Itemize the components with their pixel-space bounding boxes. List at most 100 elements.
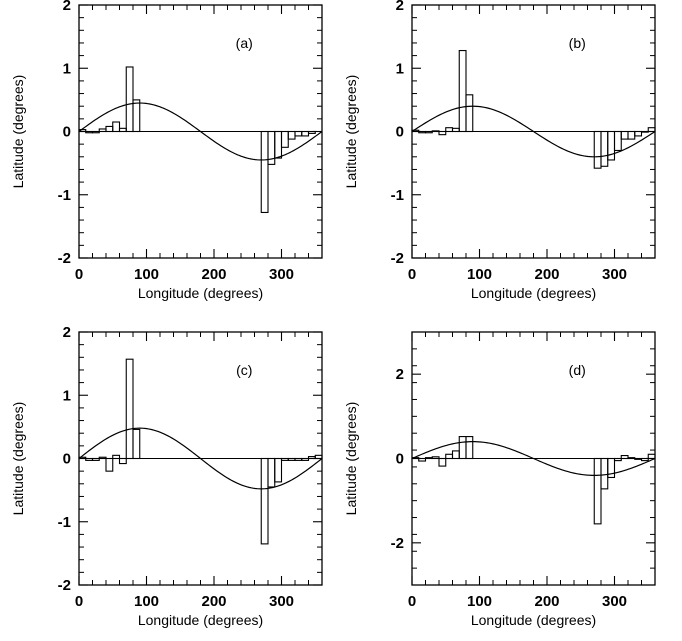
histogram-bar — [85, 130, 94, 134]
histogram-bar — [607, 457, 616, 479]
histogram-bar — [620, 454, 629, 460]
histogram-bar — [600, 457, 609, 490]
histogram-bar — [301, 457, 310, 461]
x-tick-label: 300 — [269, 593, 294, 610]
histogram-bar — [613, 457, 622, 462]
x-axis-title: Longitude (degrees) — [471, 285, 596, 301]
y-tick-label: 0 — [63, 124, 71, 141]
histogram-bar — [105, 125, 114, 133]
panel-d: 0 100 200 300 -2 0 2 (d) Longitude (degrees) Lati… — [343, 331, 656, 628]
histogram-bar — [647, 127, 656, 133]
panel-b: 0 100 200 300 -2 -1 0 1 2 (b) Longitude (degrees) L… — [343, 0, 656, 301]
histogram-bar — [307, 130, 316, 134]
y-tick-label: 0 — [63, 451, 71, 468]
histogram-bar — [125, 358, 134, 460]
histogram-bar — [411, 129, 420, 133]
histogram-bar — [600, 130, 609, 167]
histogram-bar — [267, 457, 276, 488]
histogram-bar — [445, 127, 454, 133]
histogram-bar — [280, 457, 289, 461]
histogram-bar — [287, 130, 296, 140]
histogram-bar — [411, 457, 420, 460]
y-tick-label: 2 — [396, 0, 404, 14]
histogram-bar — [294, 130, 303, 137]
histogram-bar — [132, 99, 141, 133]
y-tick-label: -2 — [391, 535, 404, 552]
histogram-bar — [451, 450, 460, 460]
histogram-bar — [593, 130, 602, 169]
panel-label: (d) — [569, 362, 586, 378]
y-tick-label: -2 — [58, 577, 71, 594]
histogram-bar — [465, 436, 474, 460]
histogram-bar — [112, 121, 121, 133]
histogram-bar — [424, 130, 433, 134]
histogram-bar — [132, 428, 141, 460]
y-axis-title: Latitude (degrees) — [343, 75, 359, 189]
histogram-bar — [640, 130, 649, 133]
y-tick-label: 1 — [63, 60, 71, 77]
histogram-bar — [620, 130, 629, 140]
histogram-bar — [78, 129, 87, 133]
histogram-bar — [287, 457, 296, 461]
y-tick-label: 0 — [396, 451, 404, 468]
y-axis-title: Latitude (degrees) — [343, 402, 359, 516]
histogram-bar — [640, 457, 649, 462]
histogram-bar — [118, 127, 127, 133]
y-axis-title: Latitude (degrees) — [10, 75, 26, 189]
histogram-bar — [593, 457, 602, 525]
panel-label: (c) — [236, 362, 252, 378]
histogram-bar — [438, 130, 447, 136]
histogram-bar — [418, 457, 427, 462]
x-tick-label: 0 — [408, 593, 416, 610]
histogram-bar — [301, 130, 310, 137]
histogram-bar — [634, 457, 643, 460]
histogram-bar — [260, 130, 269, 214]
panel-label: (a) — [236, 35, 253, 51]
histogram-bar — [438, 457, 447, 467]
histogram-bar — [451, 127, 460, 133]
x-tick-label: 300 — [269, 266, 294, 283]
histogram-bar — [274, 130, 283, 159]
histogram-bar — [98, 128, 107, 133]
histogram-bar — [85, 457, 94, 461]
panel-a: 0 100 200 300 -2 -1 0 1 2 (a) Longitude (degrees) L… — [10, 0, 323, 301]
x-tick-label: 200 — [534, 593, 559, 610]
histogram-bar — [280, 130, 289, 148]
y-tick-label: -2 — [391, 250, 404, 267]
histogram-bar — [294, 457, 303, 461]
x-tick-label: 300 — [602, 593, 627, 610]
histogram-bar — [627, 457, 636, 460]
y-tick-label: -1 — [391, 187, 404, 204]
x-axis-title: Longitude (degrees) — [138, 612, 263, 628]
y-tick-label: 1 — [63, 387, 71, 404]
y-tick-label: 1 — [396, 60, 404, 77]
histogram-bar — [445, 453, 454, 460]
x-tick-label: 200 — [534, 266, 559, 283]
histogram-bar — [307, 456, 316, 460]
histogram-bar — [613, 130, 622, 152]
histogram-bar — [431, 456, 440, 460]
x-axis-title: Longitude (degrees) — [138, 285, 263, 301]
histogram-bar — [431, 130, 440, 133]
x-tick-label: 100 — [467, 593, 492, 610]
histogram-bar — [627, 130, 636, 140]
y-tick-label: -1 — [58, 514, 71, 531]
histogram-bar — [634, 130, 643, 137]
x-axis-title: Longitude (degrees) — [471, 612, 596, 628]
histogram-bar — [78, 456, 87, 460]
histogram-bar — [465, 94, 474, 133]
histogram-bar — [98, 456, 107, 460]
histogram-bar — [112, 454, 121, 460]
histogram-bar — [125, 66, 134, 133]
x-tick-label: 200 — [201, 266, 226, 283]
y-tick-label: -2 — [58, 250, 71, 267]
histogram-bar — [314, 454, 323, 460]
histogram-bar — [105, 457, 114, 472]
histogram-bar — [260, 457, 269, 545]
histogram-bar — [91, 130, 100, 134]
histogram-bar — [458, 436, 467, 460]
x-tick-label: 0 — [408, 266, 416, 283]
x-tick-label: 100 — [134, 593, 159, 610]
y-tick-label: 2 — [63, 324, 71, 341]
histogram-bar — [458, 49, 467, 133]
